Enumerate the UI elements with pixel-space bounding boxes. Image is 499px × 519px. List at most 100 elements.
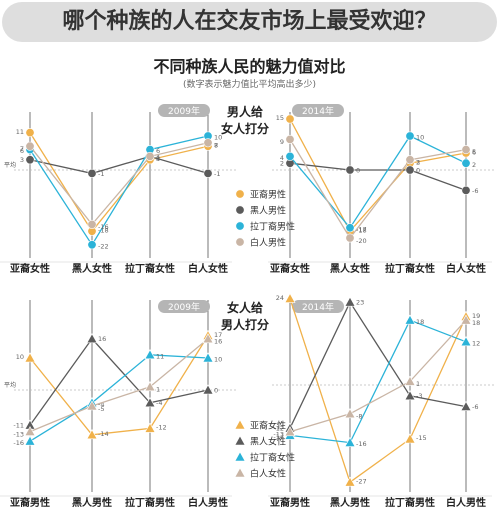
category-label: 拉丁裔女性: [385, 262, 435, 275]
category-label: 黑人女性: [330, 262, 370, 275]
data-label: 2: [280, 160, 284, 168]
data-label: 3: [416, 159, 420, 167]
data-label: -14: [273, 433, 284, 441]
data-label: -27: [356, 477, 367, 485]
main-title: 哪个种族的人在交友市场上最受欢迎？: [62, 9, 437, 34]
data-label: 0: [214, 386, 218, 394]
average-label: 平均: [4, 161, 16, 169]
series-line: [29, 135, 209, 247]
data-point: [203, 138, 213, 148]
data-label: 11: [16, 128, 24, 136]
data-label: -22: [98, 242, 109, 250]
panel-heading-line1: 男人给: [227, 104, 263, 119]
series-line: [289, 319, 467, 444]
year-label: 2014年: [302, 105, 334, 117]
data-point: [235, 237, 245, 247]
data-label: -13: [273, 431, 284, 439]
data-point: [234, 435, 246, 446]
data-point: [460, 314, 472, 325]
series-4: -13 -5 1 16: [13, 333, 222, 438]
data-point: [234, 451, 246, 462]
year-badge-bg: [158, 300, 210, 313]
data-label: -16: [13, 439, 24, 447]
data-label: -16: [356, 440, 367, 448]
data-label: 17: [214, 331, 222, 339]
data-point: [460, 336, 472, 347]
data-point: [235, 189, 245, 199]
panel-heading-line2: 女人打分: [221, 121, 269, 136]
data-point: [86, 333, 98, 344]
data-point: [285, 151, 295, 161]
data-label: -18: [356, 226, 367, 234]
data-label: 5: [472, 148, 476, 156]
data-point: [202, 352, 214, 363]
data-label: 7: [214, 141, 218, 149]
series-line: [29, 335, 209, 436]
data-point: [234, 467, 246, 478]
data-label: 4: [156, 155, 160, 163]
year-label: 2014年: [302, 301, 334, 313]
data-label: 7: [20, 145, 24, 153]
data-point: [404, 390, 416, 401]
data-label: 6: [20, 147, 24, 155]
category-label: 亚裔男性: [10, 496, 50, 509]
data-point: [235, 221, 245, 231]
category-label: 拉丁裔女性: [125, 262, 175, 275]
data-label: -3: [416, 392, 422, 400]
series-line: [29, 132, 209, 233]
data-label: -15: [416, 434, 427, 442]
series-2: -11 16 -4 0: [13, 333, 218, 430]
data-label: -14: [98, 430, 109, 438]
series-4: 9 -20 3 6: [280, 134, 476, 245]
data-point: [144, 397, 156, 408]
legend-label: 白人女性: [250, 468, 286, 480]
data-point: [461, 185, 471, 195]
data-label: -18: [98, 226, 109, 234]
category-label: 白人男性: [446, 496, 486, 509]
data-point: [405, 155, 415, 165]
series-3: -14 -16 18 12: [273, 314, 480, 448]
data-label: 4: [280, 154, 284, 162]
series-1: 10 -14 -12 17: [16, 329, 222, 440]
legend-label: 拉丁裔女性: [250, 452, 295, 464]
data-label: 16: [98, 335, 106, 343]
category-label: 亚裔女性: [270, 262, 310, 275]
data-label: 6: [156, 147, 160, 155]
year-badge-bg: [158, 104, 210, 117]
data-point: [460, 400, 472, 411]
data-point: [285, 134, 295, 144]
series-line: [29, 155, 209, 175]
year-badge: 2014年: [292, 300, 344, 313]
series-line: [289, 300, 467, 429]
data-point: [461, 158, 471, 168]
year-label: 2009年: [168, 301, 200, 313]
series-line: [29, 337, 209, 426]
data-label: 2: [416, 158, 420, 166]
series-4: -13 -8 1 18: [273, 314, 480, 439]
data-label: -17: [356, 225, 367, 233]
data-label: -12: [156, 424, 167, 432]
data-point: [405, 165, 415, 175]
data-point: [345, 223, 355, 233]
data-point: [86, 429, 98, 440]
series-2: -12 23 -3 -6: [273, 296, 478, 433]
category-label: 白人男性: [188, 496, 228, 509]
data-point: [24, 352, 36, 363]
data-label: 10: [16, 353, 24, 361]
subtitle-note: (数字表示魅力值比平均高出多少): [182, 80, 317, 90]
data-label: -13: [13, 430, 24, 438]
data-point: [25, 155, 35, 165]
series-2: 20 0-6: [280, 158, 478, 195]
legend-label: 黑人男性: [250, 205, 286, 217]
series-line: [29, 338, 209, 433]
series-line: [289, 135, 467, 229]
data-point: [404, 433, 416, 444]
data-point: [87, 240, 97, 250]
data-point: [461, 145, 471, 155]
